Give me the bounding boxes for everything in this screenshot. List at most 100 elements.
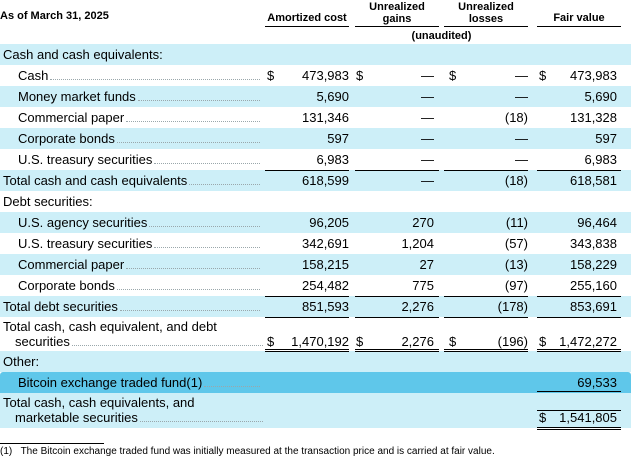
cell-fair: 69,533 (577, 375, 617, 390)
cell-losses: (11) (505, 215, 528, 230)
row-label: Cash (18, 65, 262, 86)
table-row: Commercial paper 158,215 27 (13) 158,229 (0, 254, 631, 275)
cell-amortized: 131,346 (302, 110, 349, 125)
row-label: U.S. agency securities (18, 212, 262, 233)
row-label: U.S. treasury securities (18, 149, 262, 170)
table-row: Corporate bonds 597 — — 597 (0, 128, 631, 149)
row-label-text: Debt securities: (3, 194, 93, 209)
cell-losses: (13) (504, 257, 528, 272)
table-row: Total cash and cash equivalents 618,599 — (… (0, 170, 631, 191)
row-label: Commercial paper (18, 254, 262, 275)
leader-dots (204, 386, 260, 387)
cell-gains: — (421, 110, 434, 125)
cell-losses: (18) (504, 173, 528, 188)
table-row: U.S. agency securities 96,205 270 (11) 96,46… (0, 212, 631, 233)
cell-fair: 255,160 (570, 278, 617, 293)
subtotal-rule (537, 410, 621, 411)
subtotal-rule (537, 391, 621, 392)
table-row: U.S. treasury securities 342,691 1,204 (57)… (0, 233, 631, 254)
cell-gains: — (421, 173, 434, 188)
leader-dots (137, 100, 260, 101)
double-rule (265, 349, 349, 352)
header-rule-gains (355, 26, 439, 27)
dollar-sign: $ (356, 334, 364, 349)
row-label: Money market funds (18, 86, 262, 107)
table-row: Total debt securities 851,593 2,276 (178) 85… (0, 296, 631, 317)
row-label-text: Bitcoin exchange traded fund(1) (18, 375, 203, 390)
cell-losses: — (515, 89, 528, 104)
row-label-text: U.S. treasury securities (18, 152, 153, 167)
cell-amortized: 1,470,192 (291, 334, 349, 349)
row-label-text: U.S. treasury securities (18, 236, 153, 251)
cell-losses: (178) (497, 299, 528, 314)
row-label-text: Corporate bonds (18, 131, 115, 146)
cell-amortized: 96,205 (309, 215, 349, 230)
cell-gains: — (421, 89, 434, 104)
dollar-sign: $ (267, 334, 275, 349)
cell-fair: 5,690 (584, 89, 617, 104)
table-row: Money market funds 5,690 — — 5,690 (0, 86, 631, 107)
row-label: Total debt securities (3, 296, 262, 317)
header-rule-losses (444, 26, 528, 27)
table-row: Debt securities: (0, 191, 631, 212)
footnote-marker: (1) (0, 446, 13, 457)
row-label: U.S. treasury securities (18, 233, 262, 254)
header-as-of: As of March 31, 2025 (0, 10, 109, 22)
subtotal-rule (537, 296, 621, 297)
cell-losses: (97) (504, 278, 528, 293)
row-label-text: Commercial paper (18, 110, 125, 125)
subtotal-rule (265, 170, 349, 171)
double-rule (537, 349, 621, 352)
row-label: Corporate bonds (18, 275, 262, 296)
table-row: Total cash, cash equivalents, and marketa… (0, 393, 631, 428)
unaudited-label: (unaudited) (411, 30, 472, 42)
double-rule (537, 427, 621, 430)
table-row: Corporate bonds 254,482 775 (97) 255,160 (0, 275, 631, 296)
row-label-text: Corporate bonds (18, 278, 115, 293)
table-row: Cash $473,983 $ — $ — $473,983 (0, 65, 631, 86)
cell-gains: 1,204 (401, 236, 434, 251)
cell-fair: 1,472,272 (559, 334, 617, 349)
header-rule-amortized (265, 26, 349, 27)
row-label: Total cash, cash equivalent, and debt (3, 319, 217, 334)
subtotal-rule (537, 317, 621, 318)
table-row: Bitcoin exchange traded fund(1) 69,533 (0, 372, 631, 393)
cell-fair: 158,229 (570, 257, 617, 272)
cell-fair: 853,691 (570, 299, 617, 314)
header-rule-fair (537, 26, 621, 27)
dollar-sign: $ (449, 334, 457, 349)
double-rule (444, 349, 528, 352)
leader-dots (116, 142, 260, 143)
cell-amortized: 158,215 (302, 257, 349, 272)
row-label-text: U.S. agency securities (18, 215, 148, 230)
cell-fair: 597 (595, 131, 617, 146)
cell-losses: (18) (504, 110, 528, 125)
cell-fair: 473,983 (570, 68, 617, 83)
subtotal-rule (444, 170, 528, 171)
cell-fair: 6,983 (584, 152, 617, 167)
double-rule (355, 349, 439, 352)
dollar-sign: $ (449, 68, 457, 83)
footnote-rule (0, 443, 104, 444)
leader-dots (116, 289, 260, 290)
subtotal-rule (355, 296, 439, 297)
cell-losses: — (515, 131, 528, 146)
cell-fair: 131,328 (570, 110, 617, 125)
col-header-unrealized-losses: Unrealized losses (458, 1, 514, 25)
row-label: Commercial paper (18, 107, 262, 128)
cell-amortized: 254,482 (302, 278, 349, 293)
leader-dots (50, 79, 260, 80)
cell-amortized: 342,691 (302, 236, 349, 251)
cell-fair: 1,541,805 (559, 410, 617, 425)
row-label: Total cash and cash equivalents (3, 170, 262, 191)
row-label-text: Commercial paper (18, 257, 125, 272)
dollar-sign: $ (539, 334, 547, 349)
dollar-sign: $ (356, 68, 364, 83)
cell-losses: (196) (497, 334, 528, 349)
leader-dots (154, 163, 260, 164)
cell-losses: (57) (504, 236, 528, 251)
row-label-text: Cash and cash equivalents: (3, 47, 163, 62)
cell-fair: 343,838 (570, 236, 617, 251)
section-heading: Other: (3, 351, 403, 372)
col-header-fair-value: Fair value (553, 12, 605, 24)
